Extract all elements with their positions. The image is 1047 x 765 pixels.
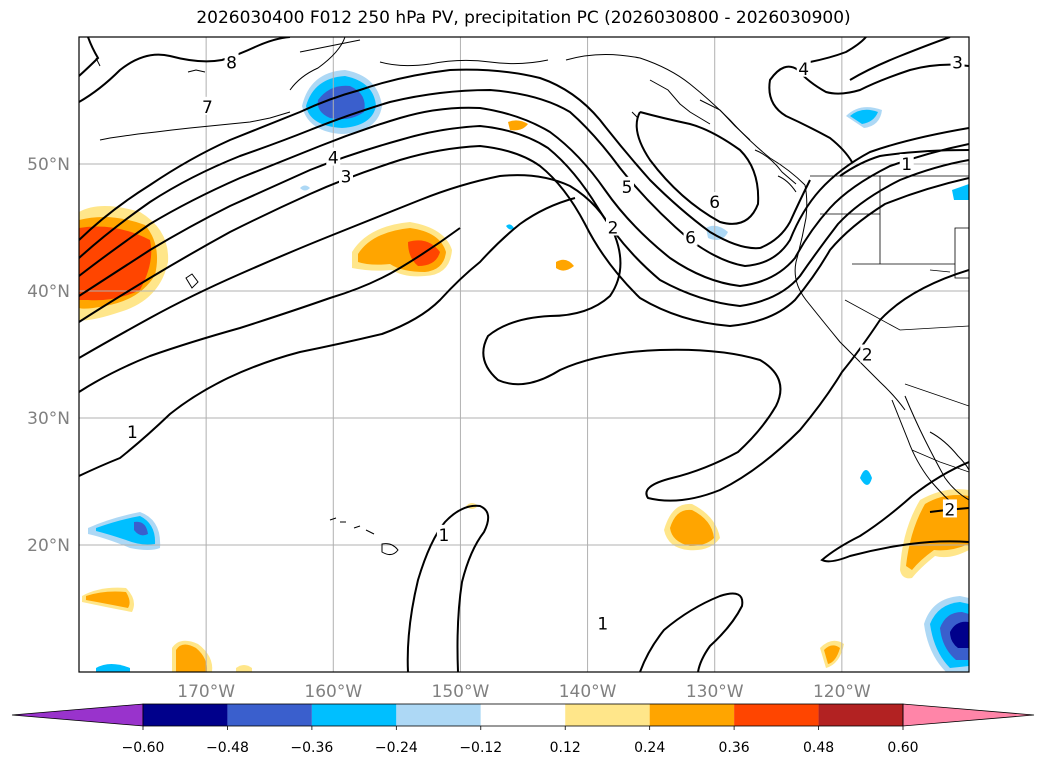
precip-feature-s170-core bbox=[176, 644, 208, 672]
precip-feature-rcoast bbox=[952, 184, 969, 200]
precip-feature-bc-core bbox=[850, 109, 878, 124]
colorbar-tick-label: −0.48 bbox=[206, 740, 249, 756]
colorbar-tick-label: −0.36 bbox=[290, 740, 333, 756]
contour-label: 6 bbox=[685, 229, 696, 249]
precip-feature-sblue bbox=[96, 664, 130, 672]
colorbar-swatch bbox=[311, 704, 397, 726]
colorbar-tick-label: 0.48 bbox=[803, 740, 834, 756]
colorbar-tick-label: 0.24 bbox=[634, 740, 665, 756]
contour-label: 5 bbox=[622, 178, 633, 198]
contour-label: 4 bbox=[798, 60, 809, 80]
contour-label: 2 bbox=[945, 500, 956, 520]
precip-feature-145w bbox=[556, 259, 574, 271]
precip-feature-gulf bbox=[508, 120, 528, 131]
contour-label-bg bbox=[860, 344, 875, 363]
lon-tick-label: 150°W bbox=[432, 682, 490, 702]
contour-label: 1 bbox=[127, 423, 138, 443]
precip-feature-aleutian-max bbox=[317, 85, 365, 120]
contour-label-bg bbox=[224, 52, 239, 71]
map-frame bbox=[78, 36, 970, 673]
contour-label-bg bbox=[942, 499, 957, 518]
coastlines bbox=[95, 37, 969, 556]
colorbar-frame bbox=[142, 703, 904, 727]
precip-feature-sm3 bbox=[300, 185, 310, 191]
lon-tick-label: 140°W bbox=[559, 682, 617, 702]
lon-tick-label: 130°W bbox=[686, 682, 744, 702]
contour-label: 7 bbox=[202, 98, 213, 118]
precip-feature-sm2 bbox=[506, 224, 514, 230]
contour-label-bg bbox=[595, 613, 610, 632]
contour-label-bg bbox=[125, 421, 140, 440]
contour-label: 1 bbox=[901, 155, 912, 175]
contour-label: 3 bbox=[952, 53, 963, 73]
precip-feature-120w-s-core bbox=[824, 645, 840, 664]
contour-label: 6 bbox=[709, 193, 720, 213]
contour-label-bg bbox=[950, 52, 965, 71]
map-title: 2026030400 F012 250 hPa PV, precipitatio… bbox=[196, 8, 851, 28]
colorbar-tick-label: 0.60 bbox=[887, 740, 918, 756]
colorbar-swatch bbox=[227, 704, 312, 726]
precip-feature-se-max bbox=[950, 621, 969, 648]
contour-label: 8 bbox=[226, 53, 237, 73]
lon-tick-label: 170°W bbox=[177, 682, 235, 702]
colorbar-extend-min bbox=[11, 703, 144, 727]
longitude-labels: 170°W 160°W 150°W 140°W 130°W 120°W bbox=[177, 682, 871, 702]
pv-contours bbox=[79, 37, 969, 672]
precip-feature-west-max bbox=[79, 226, 152, 301]
contour-label-bg bbox=[796, 58, 811, 77]
colorbar-tick-label: 0.12 bbox=[550, 740, 581, 756]
colorbar-extend-max bbox=[902, 703, 1035, 727]
precip-feature-sm4 bbox=[236, 665, 252, 672]
contour-label-bg bbox=[619, 176, 634, 195]
gridlines bbox=[79, 37, 969, 672]
contour-label-bg bbox=[200, 96, 215, 115]
contour-label: 4 bbox=[328, 149, 339, 169]
precip-feature-baja bbox=[860, 470, 872, 485]
colorbar-tick-label: −0.60 bbox=[122, 740, 165, 756]
precip-feature-subtrop-max bbox=[134, 521, 148, 536]
colorbar-tick-label: 0.36 bbox=[719, 740, 750, 756]
contour-label-bg bbox=[899, 154, 914, 172]
colorbar-swatch bbox=[480, 704, 566, 726]
lat-tick-label: 20°N bbox=[27, 536, 70, 556]
lat-tick-label: 30°N bbox=[27, 409, 70, 429]
precip-feature-sw-core bbox=[86, 591, 130, 608]
colorbar-swatch bbox=[818, 704, 903, 726]
lon-tick-label: 160°W bbox=[304, 682, 362, 702]
lat-tick-label: 50°N bbox=[27, 155, 70, 175]
precip-feature-130w bbox=[706, 225, 728, 240]
colorbar: −0.60 −0.48 −0.36 −0.24 −0.12 0.12 0.24 0.36 0.4… bbox=[11, 703, 1035, 756]
contour-label-bg bbox=[707, 192, 722, 211]
colorbar-tick-label: −0.24 bbox=[375, 740, 418, 756]
colorbar-swatch bbox=[396, 704, 481, 726]
contour-label-bg bbox=[683, 227, 698, 246]
contour-label: 1 bbox=[597, 615, 608, 635]
precip-feature-132w-core bbox=[670, 509, 714, 546]
lat-tick-label: 40°N bbox=[27, 282, 70, 302]
lon-tick-label: 120°W bbox=[813, 682, 871, 702]
latitude-labels: 50°N 40°N 30°N 20°N bbox=[27, 155, 70, 556]
contour-label-bg bbox=[326, 147, 341, 166]
contour-label: 3 bbox=[341, 168, 352, 188]
contour-label-bg bbox=[606, 217, 620, 236]
colorbar-swatch bbox=[734, 704, 819, 726]
colorbar-swatch bbox=[649, 704, 735, 726]
colorbar-swatch bbox=[143, 704, 228, 726]
colorbar-swatch bbox=[565, 704, 650, 726]
contour-label: 2 bbox=[608, 219, 619, 239]
contour-label-bg bbox=[436, 524, 451, 543]
contour-label: 1 bbox=[438, 526, 449, 546]
contour-label-bg bbox=[339, 166, 353, 185]
colorbar-tick-label: −0.12 bbox=[459, 740, 502, 756]
contour-label: 2 bbox=[862, 346, 873, 366]
